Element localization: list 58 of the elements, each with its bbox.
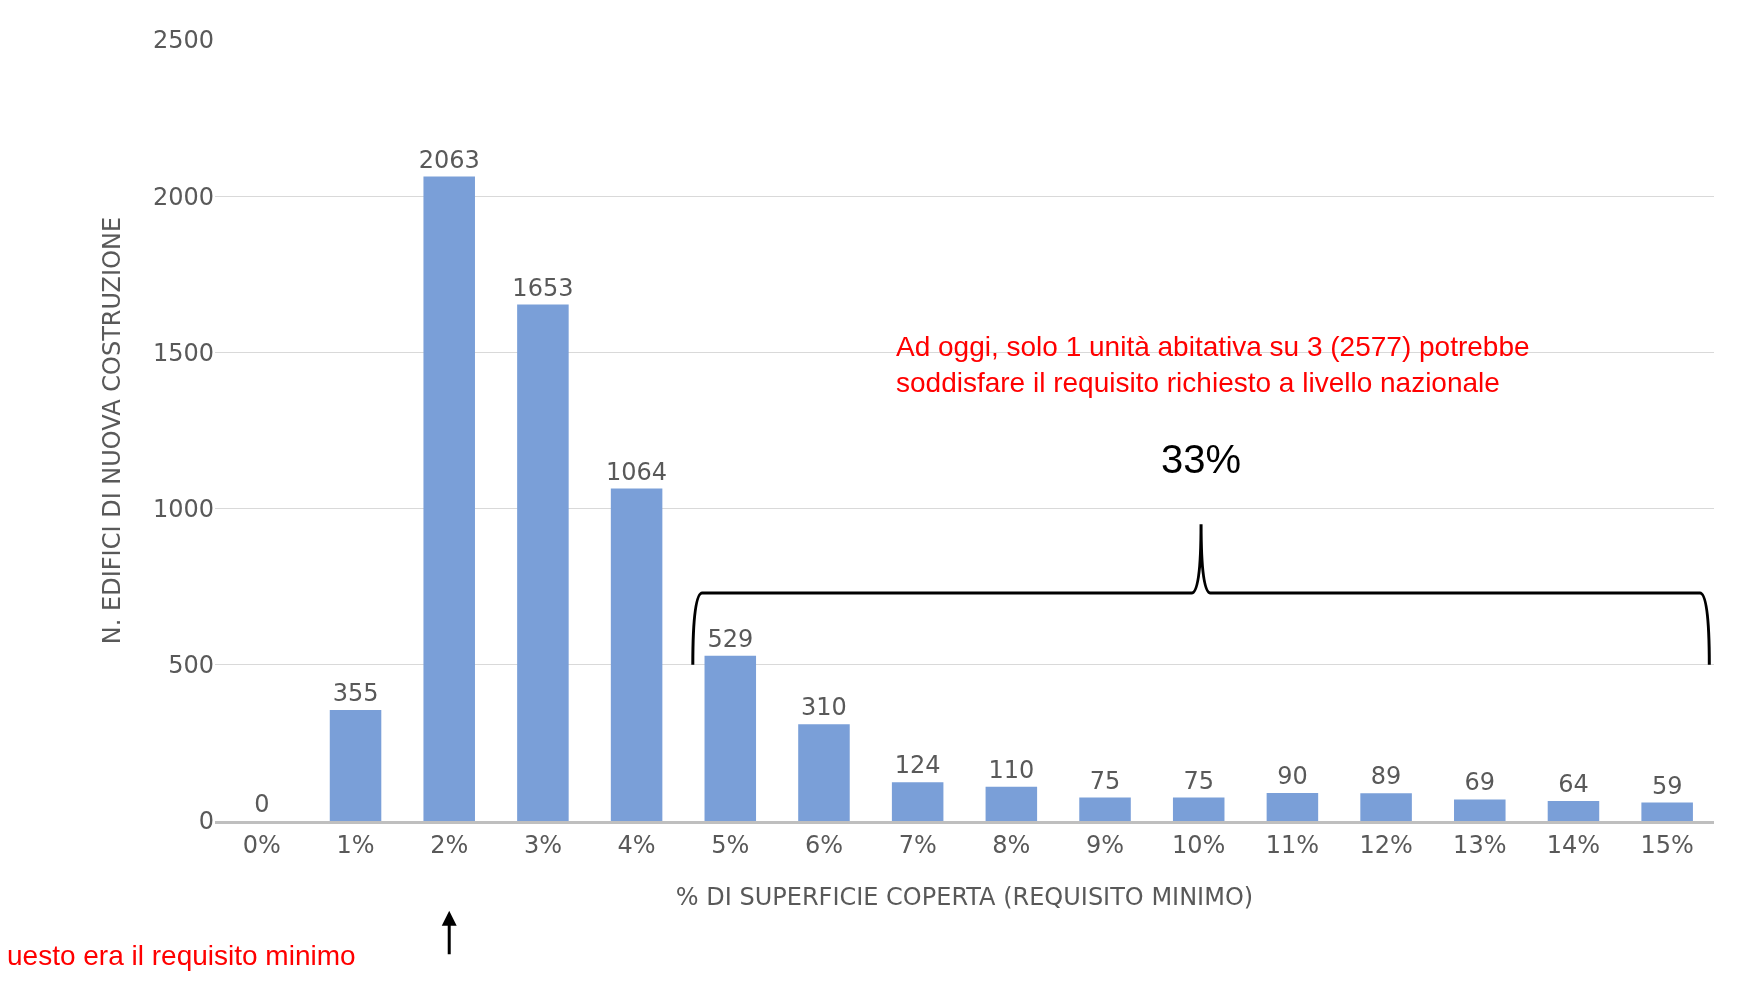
data-label: 529 [707,624,754,653]
bar [704,655,757,821]
bar [1172,797,1225,821]
data-label: 75 [1183,766,1214,795]
x-tick-label: 2% [430,830,469,859]
bar [1079,797,1131,821]
annotation: 33% [1161,437,1242,481]
bar [610,488,663,821]
text: uesto era il requisito minimo [7,940,356,971]
bar [329,710,382,821]
x-tick-label: 12% [1359,830,1413,859]
data-label: 75 [1089,766,1121,795]
y-axis-title: N. EDIFICI DI NUOVA COSTRUZIONE [98,216,127,645]
bar [891,782,944,821]
x-tick-label: 8% [992,830,1031,859]
data-label: 69 [1464,768,1496,797]
bar [798,724,850,821]
bar [1360,793,1412,821]
y-tick-label: 1000 [152,495,214,523]
y-tick-label: 0 [198,807,214,836]
x-tick-label: 15% [1640,830,1694,859]
y-tick-label: 2000 [152,182,214,211]
bar [1266,792,1319,821]
annotation: Ad oggi, solo 1 unità abitativa su 3 (2577) potrebbe soddisfare il requisito richiesto a livello nazionale [896,331,1530,399]
x-tick-label: 14% [1546,830,1601,859]
data-label: 0 [254,790,270,818]
x-axis-title: % DI SUPERFICIE COPERTA (REQUISITO MINIMO) [675,883,1254,911]
data-label: 2063 [418,145,480,174]
bar [423,176,475,821]
x-tick-label: 10% [1172,830,1226,859]
data-label: 310 [801,693,847,722]
data-label: 355 [332,679,379,708]
x-tick-label: 1% [336,830,375,859]
x-tick-label: 13% [1453,830,1507,859]
x-tick-label: 7% [898,830,937,859]
data-label: 110 [988,755,1035,784]
x-tick-label: 9% [1085,830,1125,859]
bar [1454,799,1506,821]
x-tick-label: 0% [242,830,281,859]
x-tick-label: 3% [523,830,562,859]
bar [1547,801,1600,821]
data-label: 1653 [512,273,574,302]
y-tick-label: 500 [168,651,214,680]
bar [517,304,569,821]
data-label: 1064 [606,457,668,486]
data-label: 124 [894,751,941,780]
data-label: 89 [1370,762,1402,791]
bar [985,786,1038,821]
data-label: 59 [1651,771,1683,800]
data-label: 90 [1277,761,1308,790]
y-tick-label: 2500 [152,26,214,55]
x-tick-label: 4% [617,830,656,859]
y-tick-label: 1500 [152,338,214,367]
data-label: 64 [1558,770,1589,799]
x-tick-label: 6% [804,830,844,859]
x-tick-label: 11% [1265,830,1320,859]
bar [1641,802,1693,821]
x-tick-label: 5% [711,830,750,859]
